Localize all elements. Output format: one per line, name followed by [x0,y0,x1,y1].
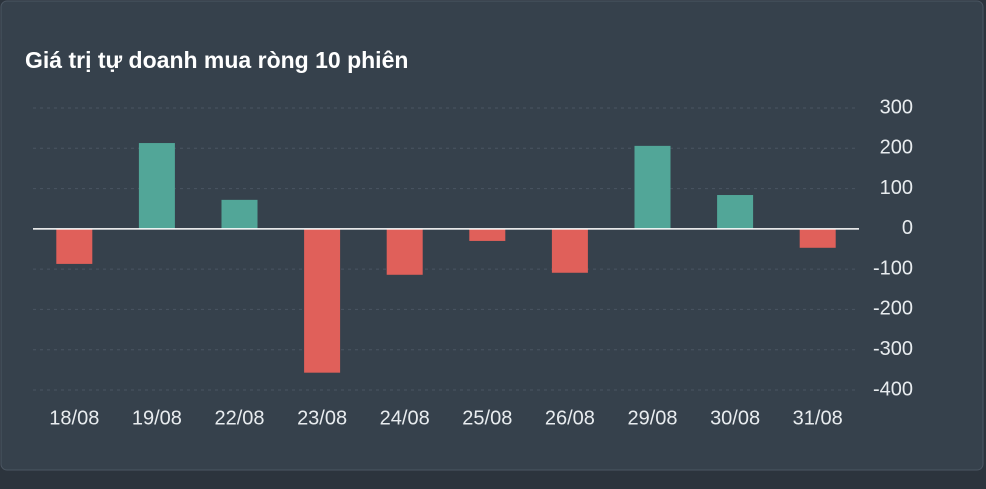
bar [717,195,754,229]
x-tick-label: 18/08 [49,407,99,429]
y-tick-label: 300 [880,96,913,118]
bar [386,228,423,275]
y-tick-label: 200 [880,137,913,159]
chart-title: Giá trị tự doanh mua ròng 10 phiên [25,47,408,73]
y-tick-label: 100 [880,177,913,199]
bar [469,228,506,241]
bar [551,228,588,273]
x-tick-label: 19/08 [132,407,182,429]
x-tick-label: 26/08 [545,407,595,429]
bar [221,199,258,229]
y-tick-label: -100 [873,257,913,279]
x-tick-label: 22/08 [214,407,264,429]
x-tick-label: 25/08 [462,407,512,429]
y-tick-label: 0 [902,217,913,239]
x-tick-label: 31/08 [793,407,843,429]
bar [634,145,671,229]
bar [799,228,836,248]
y-tick-label: -200 [873,298,913,320]
y-tick-label: -300 [873,338,913,360]
x-tick-label: 23/08 [297,407,347,429]
x-tick-label: 24/08 [380,407,430,429]
x-tick-label: 30/08 [710,407,760,429]
bar [56,228,93,264]
bar [138,143,175,229]
bar [304,228,341,373]
y-tick-label: -400 [873,378,913,400]
x-tick-label: 29/08 [627,407,677,429]
